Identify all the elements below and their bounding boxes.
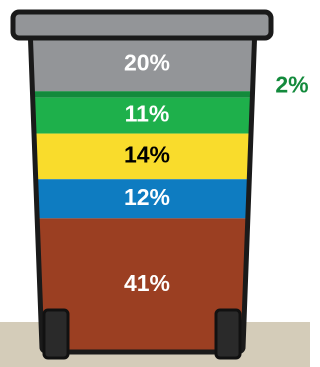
wheel bbox=[216, 310, 240, 358]
value-label: 11% bbox=[125, 101, 170, 127]
wheel bbox=[44, 310, 68, 358]
value-label: 14% bbox=[124, 141, 170, 167]
bin-lid bbox=[13, 12, 271, 38]
value-label: 20% bbox=[124, 50, 170, 76]
value-label: 12% bbox=[124, 184, 170, 210]
value-label: 2% bbox=[275, 72, 308, 98]
value-label: 41% bbox=[124, 270, 170, 296]
chart: 20% 2% 11% 14% 12% 41% bbox=[0, 0, 310, 367]
segment bbox=[0, 91, 310, 98]
